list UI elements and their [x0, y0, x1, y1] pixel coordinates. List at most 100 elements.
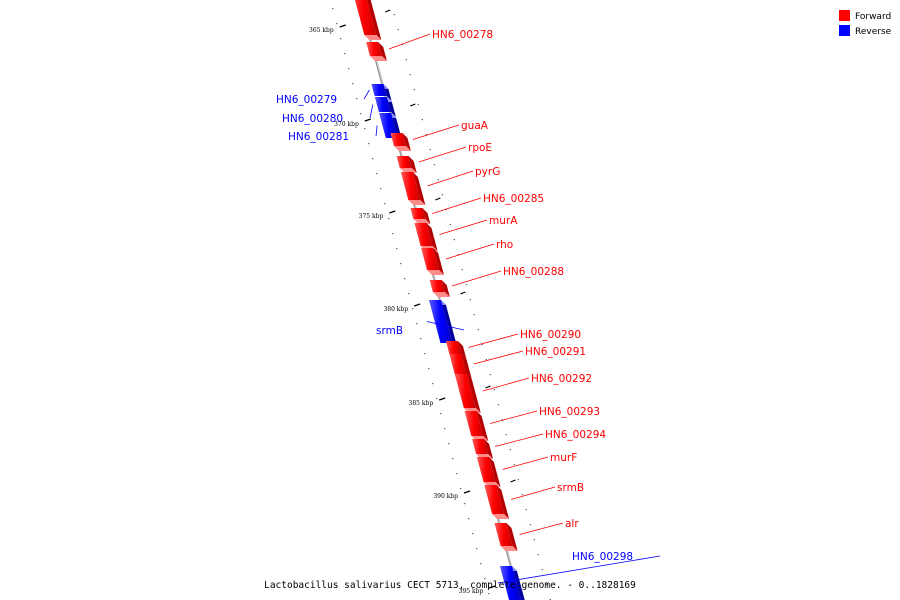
gene-label-mura[interactable]: murA	[489, 215, 518, 227]
gene-block-cap	[413, 219, 431, 224]
gene-leader-line	[502, 456, 549, 470]
gene-block	[454, 374, 476, 408]
gene-block-side	[412, 172, 426, 205]
gene-label-hn6-00294[interactable]: HN6_00294	[545, 429, 606, 441]
minor-tick	[469, 299, 471, 301]
tick-label: 385 kbp	[409, 400, 434, 407]
minor-tick	[368, 143, 370, 145]
gene-label-hn6-00290[interactable]: HN6_00290	[520, 329, 581, 341]
gene-leader-line	[468, 333, 519, 348]
major-tick	[389, 210, 396, 214]
minor-tick	[452, 458, 454, 460]
gene-hn6-00288-11[interactable]	[429, 280, 450, 297]
gene-murf-18[interactable]	[476, 457, 501, 487]
gene-hn6-00280-3[interactable]	[374, 97, 396, 117]
gene-label-guaa[interactable]: guaA	[461, 120, 489, 132]
gene-block-cap	[399, 168, 417, 173]
gene-leader-line	[427, 170, 474, 187]
minor-tick	[348, 68, 350, 70]
gene-block-side	[433, 248, 444, 275]
minor-tick	[401, 44, 403, 46]
minor-tick	[517, 479, 519, 481]
gene-label-srmb[interactable]: srmB	[557, 482, 584, 494]
gene-block	[400, 172, 421, 200]
gene-label-rpoe[interactable]: rpoE	[468, 142, 492, 154]
gene-hn6-00292-15[interactable]	[454, 374, 481, 413]
gene-gene-0[interactable]	[350, 0, 382, 40]
gene-label-hn6-00278[interactable]: HN6_00278	[432, 29, 493, 41]
gene-label-hn6-00292[interactable]: HN6_00292	[531, 373, 592, 385]
gene-leader-line	[375, 125, 378, 137]
gene-block-side	[408, 156, 417, 173]
gene-block	[379, 113, 398, 138]
gene-label-hn6-00279[interactable]: HN6_00279	[276, 94, 337, 106]
gene-block-side	[466, 374, 481, 413]
gene-alr-20[interactable]	[494, 523, 518, 551]
gene-label-hn6-00288[interactable]: HN6_00288	[503, 266, 564, 278]
gene-label-hn6-00280[interactable]: HN6_00280	[282, 113, 343, 125]
gene-hn6-00278-1[interactable]	[366, 42, 387, 61]
minor-tick	[392, 233, 394, 235]
minor-tick	[456, 473, 458, 475]
gene-label-hn6-00293[interactable]: HN6_00293	[539, 406, 600, 418]
gene-mura-9[interactable]	[414, 223, 438, 251]
minor-tick	[468, 518, 470, 520]
minor-tick	[449, 224, 451, 226]
minor-tick	[417, 104, 419, 106]
gene-hn6-00293-16[interactable]	[464, 411, 489, 441]
gene-block	[494, 523, 513, 546]
minor-tick	[465, 284, 467, 286]
gene-rho-10[interactable]	[421, 248, 444, 275]
gene-leader-line	[369, 104, 374, 119]
gene-label-hn6-00298[interactable]: HN6_00298	[572, 551, 633, 563]
gene-pyrg-7[interactable]	[400, 172, 426, 205]
gene-label-hn6-00281[interactable]: HN6_00281	[288, 131, 349, 143]
gene-label-hn6-00291[interactable]: HN6_00291	[525, 346, 586, 358]
minor-tick	[433, 164, 435, 166]
minor-tick	[441, 194, 443, 196]
gene-block-cap	[432, 292, 450, 297]
gene-block	[396, 156, 412, 168]
minor-tick	[352, 83, 354, 85]
gene-block-cap	[408, 200, 426, 205]
gene-layer	[350, 0, 526, 600]
gene-hn6-00279-2[interactable]	[371, 84, 392, 101]
gene-label-pyrg[interactable]: pyrG	[475, 166, 500, 178]
gene-label-alr[interactable]: alr	[565, 518, 579, 530]
minor-tick	[497, 404, 499, 406]
gene-srmb-12[interactable]	[429, 300, 458, 348]
legend-reverse[interactable]: Reverse	[839, 25, 892, 37]
minor-tick	[432, 383, 434, 385]
minor-tick	[484, 578, 486, 580]
gene-block-cap	[364, 35, 382, 40]
minor-tick	[436, 398, 438, 400]
gene-block-side	[496, 485, 510, 519]
gene-hn6-00285-8[interactable]	[410, 208, 431, 224]
gene-label-rho[interactable]: rho	[496, 239, 513, 251]
gene-block-side	[422, 208, 431, 224]
gene-leader-line	[388, 33, 431, 50]
minor-tick	[505, 434, 507, 436]
legend-forward[interactable]: Forward	[839, 10, 891, 22]
minor-tick	[513, 464, 515, 466]
gene-label-srmb[interactable]: srmB	[376, 325, 403, 337]
minor-tick	[421, 119, 423, 121]
gene-block	[449, 354, 467, 374]
gene-rpoe-6[interactable]	[396, 156, 417, 173]
gene-block-side	[402, 133, 411, 151]
gene-leader-line	[494, 433, 544, 447]
gene-guaa-5[interactable]	[390, 133, 411, 151]
gene-block-side	[378, 42, 387, 61]
gene-block	[366, 42, 382, 56]
gene-leader-line	[482, 377, 530, 392]
gene-block-side	[511, 566, 525, 600]
gene-srmb-19[interactable]	[484, 485, 510, 519]
minor-tick	[372, 158, 374, 160]
gene-block-side	[441, 300, 458, 348]
gene-hn6-00294-17[interactable]	[472, 439, 494, 459]
gene-label-hn6-00285[interactable]: HN6_00285	[483, 193, 544, 205]
gene-label-murf[interactable]: murF	[550, 452, 577, 464]
gene-hn6-00298-21[interactable]	[499, 566, 526, 600]
minor-tick	[380, 188, 382, 190]
tick-label: 380 kbp	[383, 306, 408, 313]
